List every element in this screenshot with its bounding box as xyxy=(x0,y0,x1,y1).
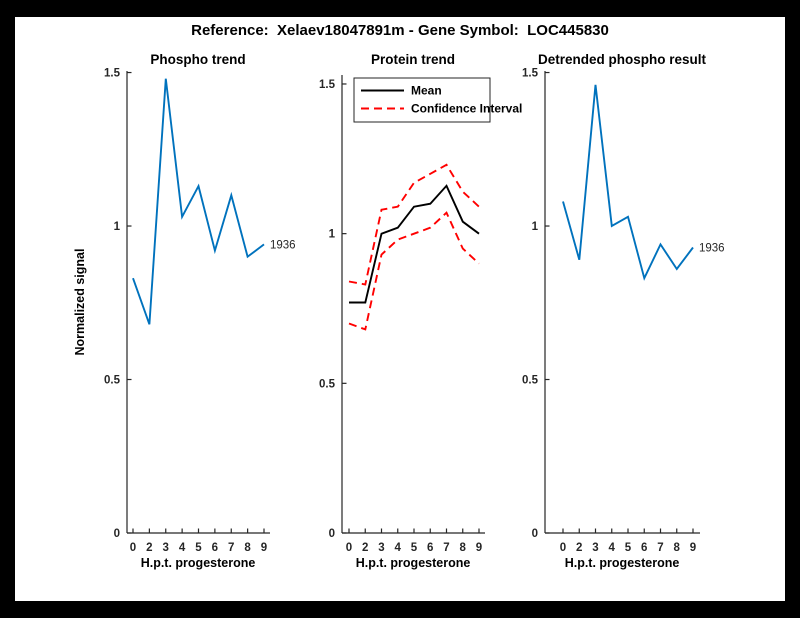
x-tick-label: 8 xyxy=(244,542,251,554)
y-tick-label: 1 xyxy=(114,221,121,233)
x-tick-label: 9 xyxy=(690,542,696,554)
y-tick-label: 0.5 xyxy=(319,378,336,390)
y-tick-label: 0 xyxy=(329,528,335,540)
series-confidence-interval-upper xyxy=(348,163,480,286)
x-tick-label: 3 xyxy=(163,542,169,554)
y-tick-label: 1 xyxy=(329,229,336,241)
y-tick-label: 1 xyxy=(532,221,539,233)
y-tick-label: 0 xyxy=(114,528,120,540)
y-tick-label: 1.5 xyxy=(319,79,336,91)
x-tick-label: 6 xyxy=(641,542,647,554)
x-tick-label: 4 xyxy=(395,542,402,554)
series-mean xyxy=(349,184,480,304)
x-tick-label: 2 xyxy=(576,542,582,554)
series-confidence-interval-lower xyxy=(348,211,480,331)
x-tick-label: 5 xyxy=(195,542,202,554)
x-tick-label: 2 xyxy=(146,542,152,554)
x-tick-label: 5 xyxy=(411,542,418,554)
x-tick-label: 6 xyxy=(427,542,433,554)
x-tick-label: 3 xyxy=(378,542,384,554)
x-tick-label: 9 xyxy=(476,542,482,554)
legend-label: Mean xyxy=(411,84,442,98)
legend-label: Confidence Interval xyxy=(411,102,522,116)
x-tick-label: 8 xyxy=(460,542,467,554)
x-tick-label: 3 xyxy=(592,542,598,554)
x-tick-label: 7 xyxy=(443,542,449,554)
x-tick-label: 7 xyxy=(657,542,663,554)
series-end-label: 1936 xyxy=(270,239,296,251)
x-tick-label: 0 xyxy=(346,542,352,554)
x-tick-label: 8 xyxy=(674,542,681,554)
subplot-title: Protein trend xyxy=(371,52,455,67)
x-tick-label: 6 xyxy=(212,542,218,554)
x-tick-label: 7 xyxy=(228,542,234,554)
y-axis-label: Normalized signal xyxy=(73,249,87,356)
subplot-title: Detrended phospho result xyxy=(538,52,707,67)
x-tick-label: 0 xyxy=(130,542,136,554)
series-phospho-signal xyxy=(132,78,265,325)
x-tick-label: 5 xyxy=(625,542,632,554)
x-axis-label: H.p.t. progesterone xyxy=(141,556,256,570)
figure-title: Reference: Xelaev18047891m - Gene Symbol… xyxy=(191,22,609,39)
y-tick-label: 1.5 xyxy=(522,68,539,80)
x-axis-label: H.p.t. progesterone xyxy=(565,556,680,570)
series-end-label: 1936 xyxy=(699,243,725,255)
series-detrended-phospho-signal xyxy=(562,84,694,281)
y-tick-label: 0 xyxy=(532,528,538,540)
y-tick-label: 1.5 xyxy=(104,68,121,80)
x-tick-label: 4 xyxy=(609,542,616,554)
x-tick-label: 9 xyxy=(261,542,267,554)
x-axis-label: H.p.t. progesterone xyxy=(356,556,471,570)
x-tick-label: 0 xyxy=(560,542,566,554)
x-tick-label: 4 xyxy=(179,542,186,554)
y-tick-label: 0.5 xyxy=(522,375,539,387)
x-tick-label: 2 xyxy=(362,542,368,554)
y-tick-label: 0.5 xyxy=(104,375,121,387)
legend-box xyxy=(353,77,491,123)
legend: Mean Confidence Interval xyxy=(353,77,522,123)
subplot-title: Phospho trend xyxy=(150,52,245,67)
